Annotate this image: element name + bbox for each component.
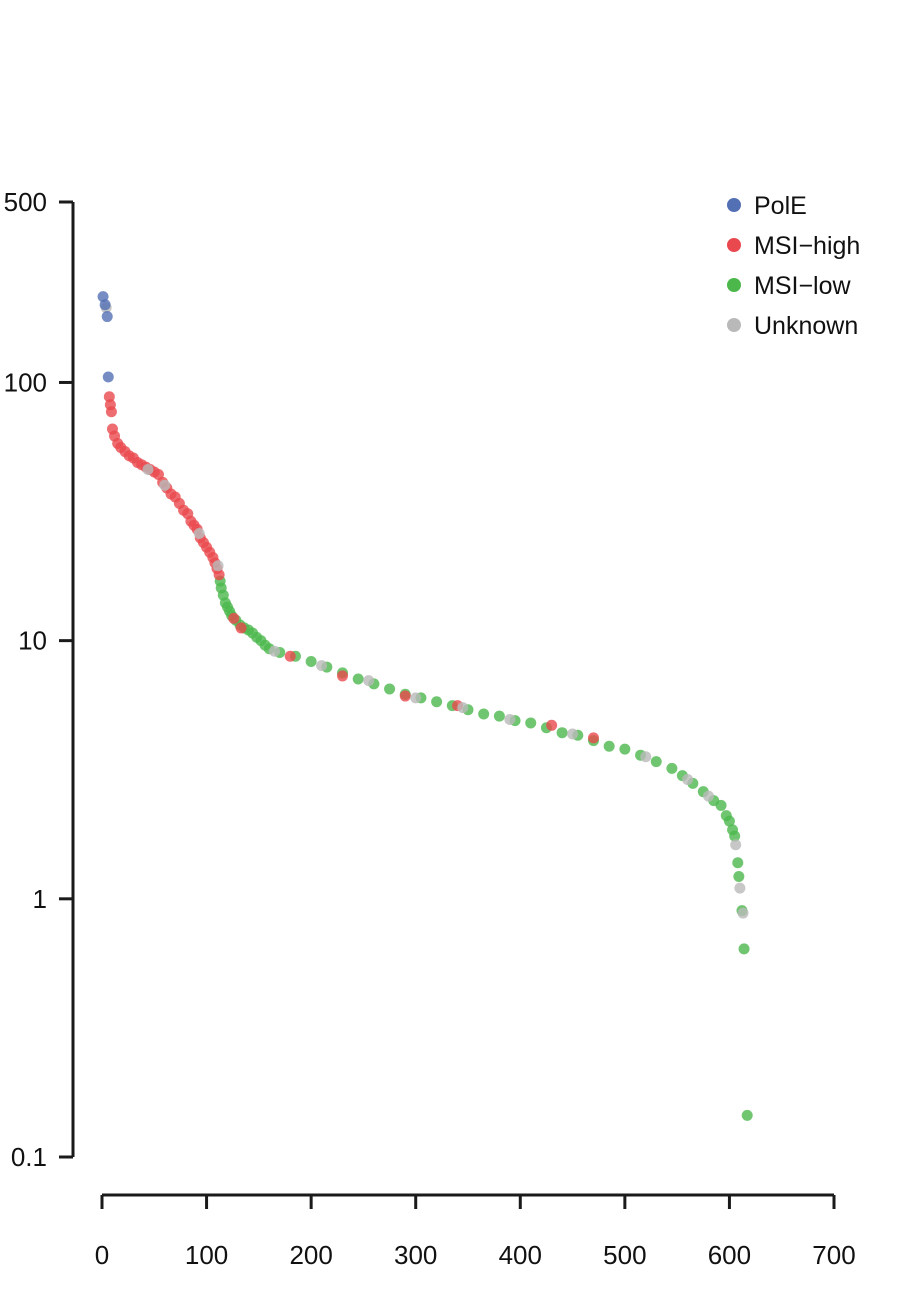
data-point [729, 830, 741, 842]
data-point [703, 790, 715, 802]
series-unknown [100, 302, 749, 919]
x-tick-label: 500 [603, 1240, 646, 1270]
data-point [525, 717, 537, 729]
legend-label: MSI−low [754, 272, 852, 300]
x-tick-label: 300 [394, 1240, 437, 1270]
data-point [732, 857, 744, 869]
data-point [410, 692, 422, 704]
data-point [733, 871, 745, 883]
series-msi-high [103, 391, 599, 744]
data-point [723, 815, 735, 827]
data-point [650, 756, 662, 768]
data-points [97, 291, 753, 1121]
x-axis-ticks: 0 100 200 300 400 500 600 700 [95, 1195, 856, 1270]
data-point [228, 612, 240, 624]
legend-marker [727, 198, 741, 212]
data-point [741, 1109, 753, 1121]
data-point [269, 645, 281, 657]
data-point [478, 708, 490, 720]
data-point [399, 690, 411, 702]
data-point [546, 719, 558, 731]
data-point [567, 728, 579, 740]
data-point [384, 683, 396, 695]
series-pole [97, 291, 114, 383]
data-point [105, 406, 117, 418]
data-point [363, 675, 375, 687]
data-point [213, 569, 225, 581]
data-point [337, 670, 349, 682]
data-point [102, 371, 114, 383]
data-point [212, 560, 224, 572]
data-point [159, 479, 171, 491]
y-tick-label: 1 [33, 884, 47, 914]
axes: 500 100 10 1 0.1 0 100 200 300 400 500 600 700 [4, 187, 856, 1270]
y-tick-label: 500 [4, 187, 47, 217]
legend: PolE MSI−high MSI−low Unknown [727, 192, 860, 340]
data-point [142, 464, 154, 476]
data-point [431, 696, 443, 708]
data-point [737, 907, 749, 919]
data-point [738, 943, 750, 955]
legend-marker [727, 318, 741, 332]
data-point [730, 839, 742, 851]
x-tick-label: 200 [289, 1240, 332, 1270]
legend-marker [727, 278, 741, 292]
data-point [603, 740, 615, 752]
data-point [305, 656, 317, 668]
data-point [682, 773, 694, 785]
data-point [193, 528, 205, 539]
data-point [640, 751, 652, 763]
y-axis-ticks: 500 100 10 1 0.1 [4, 187, 73, 1172]
x-tick-label: 600 [708, 1240, 751, 1270]
data-point [666, 762, 678, 774]
y-tick-label: 10 [18, 626, 47, 656]
data-point [493, 710, 505, 722]
legend-label: MSI−high [754, 232, 860, 260]
y-tick-label: 100 [4, 367, 47, 397]
data-point [284, 650, 296, 662]
data-point [352, 673, 364, 685]
x-tick-label: 400 [499, 1240, 542, 1270]
data-point [101, 311, 113, 323]
legend-label: PolE [754, 192, 807, 220]
y-tick-label: 0.1 [11, 1142, 47, 1172]
data-point [715, 799, 727, 811]
data-point [619, 743, 631, 755]
data-point [457, 702, 469, 714]
legend-label: Unknown [754, 312, 858, 340]
data-point [587, 732, 599, 744]
legend-marker [727, 238, 741, 252]
data-point [556, 727, 568, 739]
data-point [99, 299, 111, 311]
data-point [504, 713, 516, 725]
data-point [734, 882, 746, 894]
data-point [235, 622, 247, 634]
data-point [316, 660, 328, 672]
x-tick-label: 700 [812, 1240, 855, 1270]
x-tick-label: 100 [185, 1240, 228, 1270]
x-tick-label: 0 [95, 1240, 109, 1270]
